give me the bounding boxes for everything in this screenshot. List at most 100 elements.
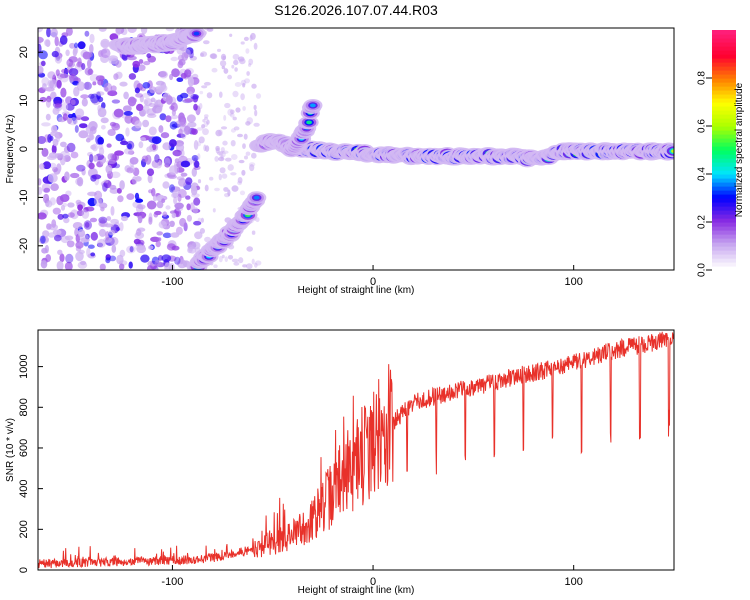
noise-speckle [99,263,106,270]
noise-speckle [177,259,188,269]
noise-speckle [77,204,83,211]
noise-speckle [48,232,56,238]
x-axis-label: Height of straight line (km) [298,585,415,596]
figure-title: S126.2026.107.07.44.R03 [274,2,438,18]
noise-speckle [75,108,85,118]
x-tick-label: 100 [565,276,583,288]
noise-speckle [50,92,56,99]
noise-speckle [68,68,79,77]
noise-speckle [198,136,205,144]
x-tick-label: -100 [161,276,183,288]
noise-speckle [127,28,137,33]
noise-speckle [95,91,105,96]
noise-speckle [40,235,46,244]
colorbar: 0.0 0.2 0.4 0.6 0.8 Normalized spectral ampli… [697,30,745,277]
noise-speckle [81,63,86,70]
noise-speckle [147,265,154,270]
noise-speckle [180,172,188,177]
noise-speckle [246,246,253,252]
colorbar-strip [712,126,736,131]
noise-speckle [159,113,167,121]
noise-speckle [106,216,112,221]
noise-speckle [49,135,54,141]
noise-speckle [49,162,57,169]
noise-speckle [92,81,97,86]
noise-speckle [67,212,75,218]
noise-speckle [97,107,107,118]
noise-speckle [235,107,241,113]
noise-speckle [246,71,250,76]
noise-speckle [196,127,204,131]
noise-speckle [45,113,51,121]
noise-speckle [244,155,248,160]
noise-speckle [119,222,124,232]
noise-speckle [59,35,68,45]
colorbar-tick-label: 0.4 [697,167,708,181]
noise-speckle [115,133,125,142]
noise-speckle [75,199,82,205]
noise-speckle [100,48,111,59]
noise-speckle [223,68,229,74]
noise-speckle [244,78,250,84]
noise-speckle [84,67,93,76]
spectrogram-field [38,28,674,270]
noise-speckle [234,67,238,72]
noise-speckle [52,207,61,215]
noise-speckle [136,245,147,254]
noise-speckle [232,90,239,98]
noise-speckle [230,172,237,176]
noise-speckle [148,216,153,225]
noise-speckle [117,195,124,203]
noise-speckle [65,28,73,36]
noise-speckle [42,161,52,170]
colorbar-strip [712,154,736,159]
noise-speckle [61,102,69,112]
noise-speckle [232,53,240,60]
noise-speckle [137,215,143,224]
colorbar-strip [712,46,736,51]
noise-speckle [115,28,121,36]
noise-speckle [39,163,45,170]
noise-speckle [222,150,229,154]
noise-speckle [109,184,117,190]
noise-speckle [66,240,75,248]
noise-speckle [129,246,134,253]
noise-speckle [110,171,121,179]
noise-speckle [227,74,233,80]
noise-speckle [143,61,151,66]
noise-speckle [38,136,47,144]
noise-speckle [57,213,64,220]
noise-speckle [97,136,104,145]
noise-speckle [57,249,63,255]
y-tick-label: 200 [18,520,30,538]
noise-speckle [209,176,214,181]
colorbar-strip [712,34,736,39]
noise-speckle [101,102,106,109]
noise-speckle [69,42,76,49]
colorbar-strip [712,214,736,219]
noise-speckle [204,236,211,243]
noise-speckle [140,254,150,263]
noise-speckle [93,154,98,162]
noise-speckle [184,98,194,103]
noise-speckle [237,133,243,138]
noise-speckle [83,81,92,90]
noise-speckle [245,151,251,156]
colorbar-strip [712,262,736,267]
noise-speckle [128,261,133,269]
noise-speckle [170,114,179,120]
noise-speckle [42,83,47,90]
noise-speckle [171,68,180,78]
noise-speckle [170,102,178,112]
noise-speckle [85,206,95,212]
noise-speckle [179,217,187,227]
noise-speckle [200,217,204,223]
noise-speckle [240,93,245,101]
colorbar-strip [712,110,736,115]
colorbar-strip [712,42,736,47]
noise-speckle [124,165,131,173]
noise-speckle [129,97,138,104]
noise-speckle [126,193,135,201]
noise-speckle [180,160,191,168]
